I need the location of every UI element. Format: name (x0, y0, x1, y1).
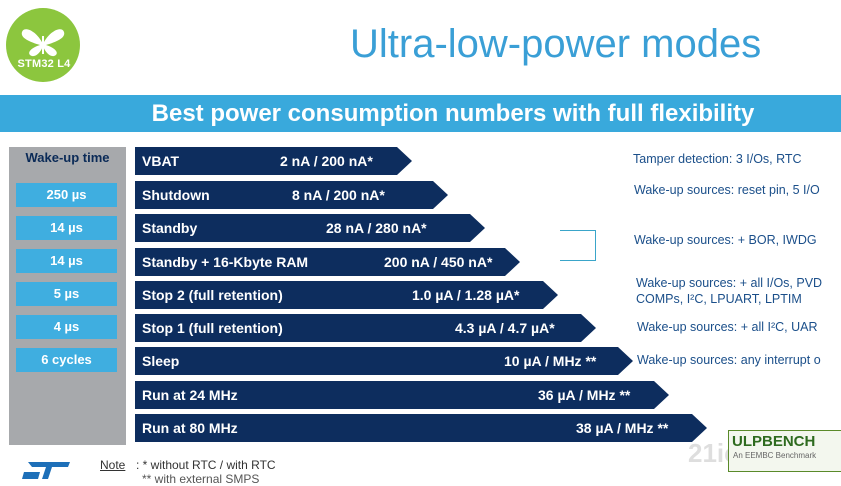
mode-value: 4.3 µA / 4.7 µA* (455, 320, 555, 336)
subtitle-text: Best power consumption numbers with full… (151, 100, 755, 127)
mode-row-stop2: Stop 2 (full retention) 1.0 µA / 1.28 µA… (135, 281, 559, 309)
stm32-l4-logo: STM32 L4 (6, 8, 80, 82)
arrow-bar (135, 214, 485, 242)
mode-row-sleep: Sleep 10 µA / MHz ** (135, 347, 634, 375)
footnote-prefix: Note (100, 458, 126, 472)
wakeup-cell: 4 µs (16, 315, 117, 339)
subtitle-banner: Best power consumption numbers with full… (0, 95, 841, 132)
arrow-bar (135, 314, 596, 342)
note-vbat: Tamper detection: 3 I/Os, RTC (633, 152, 802, 166)
st-logo-icon (22, 462, 70, 479)
footnote-line2: ** with external SMPS (142, 472, 260, 486)
arrow-bar (135, 281, 558, 309)
mode-row-stop1: Stop 1 (full retention) 4.3 µA / 4.7 µA* (135, 314, 597, 342)
mode-row-shutdown: Shutdown 8 nA / 200 nA* (135, 181, 449, 209)
wakeup-cell: 14 µs (16, 216, 117, 240)
mode-row-standby-ram: Standby + 16-Kbyte RAM 200 nA / 450 nA* (135, 248, 521, 276)
arrow-bar (135, 248, 520, 276)
mode-row-standby: Standby 28 nA / 280 nA* (135, 214, 486, 242)
mode-value: 38 µA / MHz ** (576, 420, 669, 436)
mode-label: Run at 24 MHz (142, 387, 238, 403)
note-shutdown: Wake-up sources: reset pin, 5 I/O (634, 183, 820, 197)
mode-label: Run at 80 MHz (142, 420, 238, 436)
standby-bracket (560, 230, 596, 261)
mode-label: Stop 2 (full retention) (142, 287, 283, 303)
logo-label: STM32 L4 (17, 58, 71, 70)
mode-value: 10 µA / MHz ** (504, 353, 597, 369)
note-stop2-line2: COMPs, I²C, LPUART, LPTIM (636, 292, 802, 306)
ulpbench-title: ULPBENCH (732, 433, 816, 450)
mode-label: Stop 1 (full retention) (142, 320, 283, 336)
arrow-bar (135, 414, 707, 442)
ulpbench-badge: ULPBENCH An EEMBC Benchmark (728, 430, 841, 472)
arrow-bar (135, 347, 633, 375)
st-logo (22, 460, 72, 479)
arrow-bar (135, 381, 669, 409)
note-sleep: Wake-up sources: any interrupt o (637, 353, 821, 367)
mode-label: Standby (142, 220, 198, 236)
mode-row-run24: Run at 24 MHz 36 µA / MHz ** (135, 381, 670, 409)
wakeup-cell: 14 µs (16, 249, 117, 273)
butterfly-icon (21, 29, 65, 57)
mode-value: 28 nA / 280 nA* (326, 220, 427, 236)
mode-row-run80: Run at 80 MHz 38 µA / MHz ** (135, 414, 708, 442)
footnote-line1: : * without RTC / with RTC (136, 458, 276, 472)
wakeup-cell: 5 µs (16, 282, 117, 306)
arrow-bar (135, 147, 412, 175)
note-stop2-line1: Wake-up sources: + all I/Os, PVD (636, 276, 823, 290)
wakeup-cell: 6 cycles (16, 348, 117, 372)
mode-label: Sleep (142, 353, 180, 369)
mode-value: 200 nA / 450 nA* (384, 254, 493, 270)
note-stop1: Wake-up sources: + all I²C, UAR (637, 320, 818, 334)
page-title: Ultra-low-power modes (350, 22, 762, 66)
mode-label: Shutdown (142, 187, 210, 203)
wakeup-cell: 250 µs (16, 183, 117, 207)
mode-label: VBAT (142, 153, 180, 169)
mode-value: 1.0 µA / 1.28 µA* (412, 287, 520, 303)
wakeup-header: Wake-up time (25, 150, 110, 165)
mode-label: Standby + 16-Kbyte RAM (142, 254, 309, 270)
mode-value: 36 µA / MHz ** (538, 387, 631, 403)
ulpbench-subtitle: An EEMBC Benchmark (733, 451, 817, 460)
mode-row-vbat: VBAT 2 nA / 200 nA* (135, 147, 413, 175)
mode-value: 8 nA / 200 nA* (292, 187, 385, 203)
mode-value: 2 nA / 200 nA* (280, 153, 373, 169)
arrow-bar (135, 181, 448, 209)
note-standby: Wake-up sources: + BOR, IWDG (634, 233, 817, 247)
